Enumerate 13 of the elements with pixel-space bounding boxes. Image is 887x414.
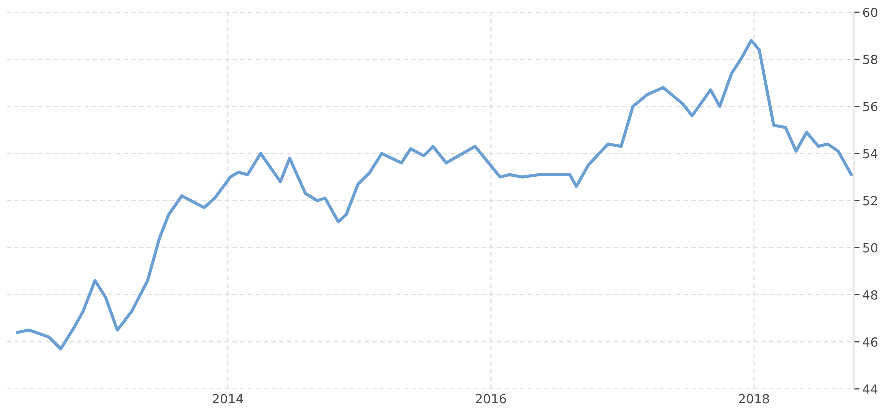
y-tick-label: 50 bbox=[863, 243, 878, 253]
x-tick-label: 2014 bbox=[213, 394, 244, 404]
x-tick-label: 2018 bbox=[739, 394, 770, 404]
y-tick-label: 60 bbox=[863, 8, 878, 18]
y-tick-label: 48 bbox=[863, 290, 878, 300]
y-tick-label: 56 bbox=[863, 102, 878, 112]
y-tick-label: 44 bbox=[863, 384, 878, 394]
line-series bbox=[16, 39, 854, 351]
y-tick-label: 46 bbox=[863, 338, 878, 347]
x-tick-label: 2016 bbox=[476, 394, 506, 404]
y-tick-label: 52 bbox=[863, 196, 878, 206]
y-tick-label: 54 bbox=[863, 149, 878, 159]
y-tick-label: 58 bbox=[863, 54, 878, 64]
